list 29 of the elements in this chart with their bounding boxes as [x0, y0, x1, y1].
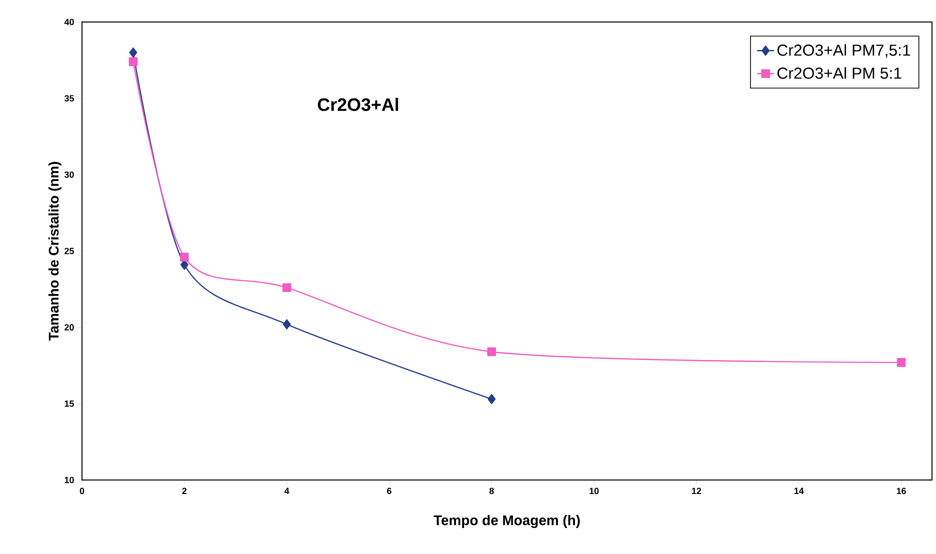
point: [180, 252, 189, 262]
text: Cr2O3+Al: [318, 98, 398, 112]
x-tick-label: 16: [896, 488, 906, 494]
x-tick-label: 4: [284, 488, 290, 494]
x-tick-label: 8: [489, 488, 494, 494]
point: [282, 319, 291, 330]
y-tick-label: 20: [64, 324, 74, 331]
point: [487, 347, 496, 356]
x-tick-label: 6: [387, 488, 392, 494]
point: [282, 283, 292, 292]
point: [128, 57, 138, 66]
y-tick-label: 40: [64, 18, 74, 26]
y-tick-label: 25: [64, 248, 74, 254]
x-tick-label: 2: [182, 488, 187, 494]
legend-label: Cr2O3+Al PM7,5:1: [777, 44, 910, 58]
point: [488, 394, 496, 404]
x-tick-label: 0: [80, 488, 84, 494]
x-tick-label: 10: [590, 488, 599, 494]
point: [896, 358, 906, 367]
legend-label: Cr2O3+Al PM 5:1: [777, 67, 902, 79]
y-axis-title: Tamanho de Cristalito (nm): [48, 162, 62, 341]
y-tick-label: 30: [64, 171, 74, 178]
x-tick-label: 12: [692, 488, 702, 494]
y-tick-label: 35: [64, 95, 74, 102]
point: [129, 47, 138, 58]
x-tick-label: 14: [794, 488, 804, 494]
y-tick-label: 10: [64, 476, 74, 484]
x-axis-title: Tempo de Moagem (h): [434, 514, 580, 528]
y-tick-label: 15: [64, 400, 74, 407]
